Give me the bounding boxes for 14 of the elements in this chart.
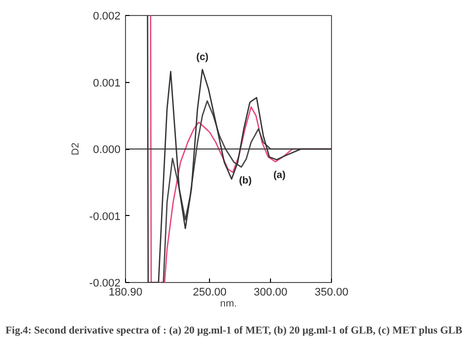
text: Fig.4: Second derivative spectra of : (a) 20 µg.ml-1 of MET, (b) 20 µg.ml-1 of GLB, (c) MET plus GLB: [6, 326, 462, 336]
annotation: (c): [196, 52, 208, 64]
annotation: (a): [273, 170, 286, 182]
x-axis-title: nm.: [220, 298, 237, 310]
annotation: (b): [238, 176, 252, 187]
y-tick-label: 0.002: [92, 10, 121, 22]
x-tick-label: 300.00: [254, 286, 288, 298]
x-tick-label: 180.90: [108, 286, 142, 298]
x-tick-label: 350.00: [314, 286, 348, 298]
y-tick-label: 0.001: [92, 77, 121, 90]
y-tick-label: 0.000: [92, 144, 121, 156]
y-tick-label: -0.001: [89, 210, 121, 223]
y-axis-title: D2: [70, 142, 82, 156]
x-tick-label: 250.00: [192, 286, 227, 298]
